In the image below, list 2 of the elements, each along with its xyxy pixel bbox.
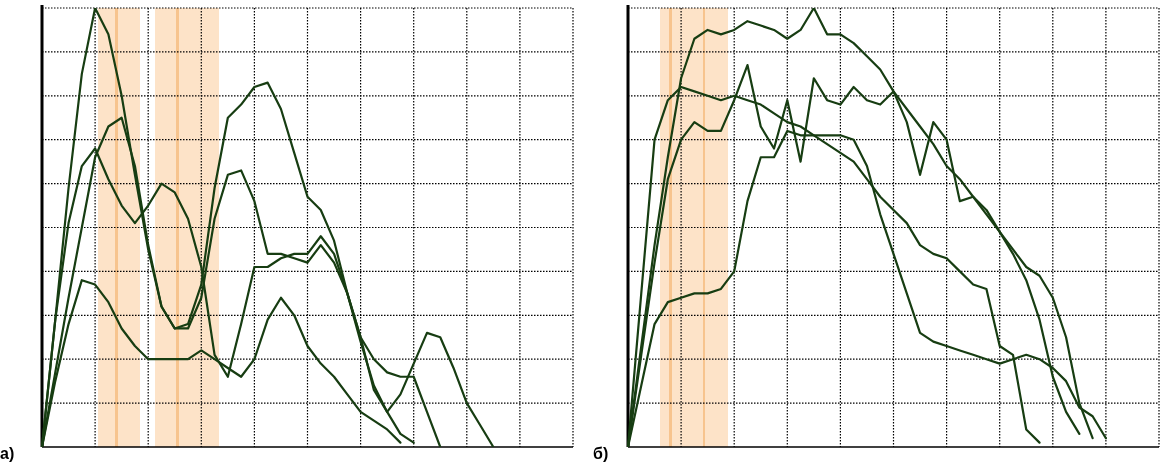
text: а) (0, 445, 15, 463)
text: б) (593, 445, 609, 463)
